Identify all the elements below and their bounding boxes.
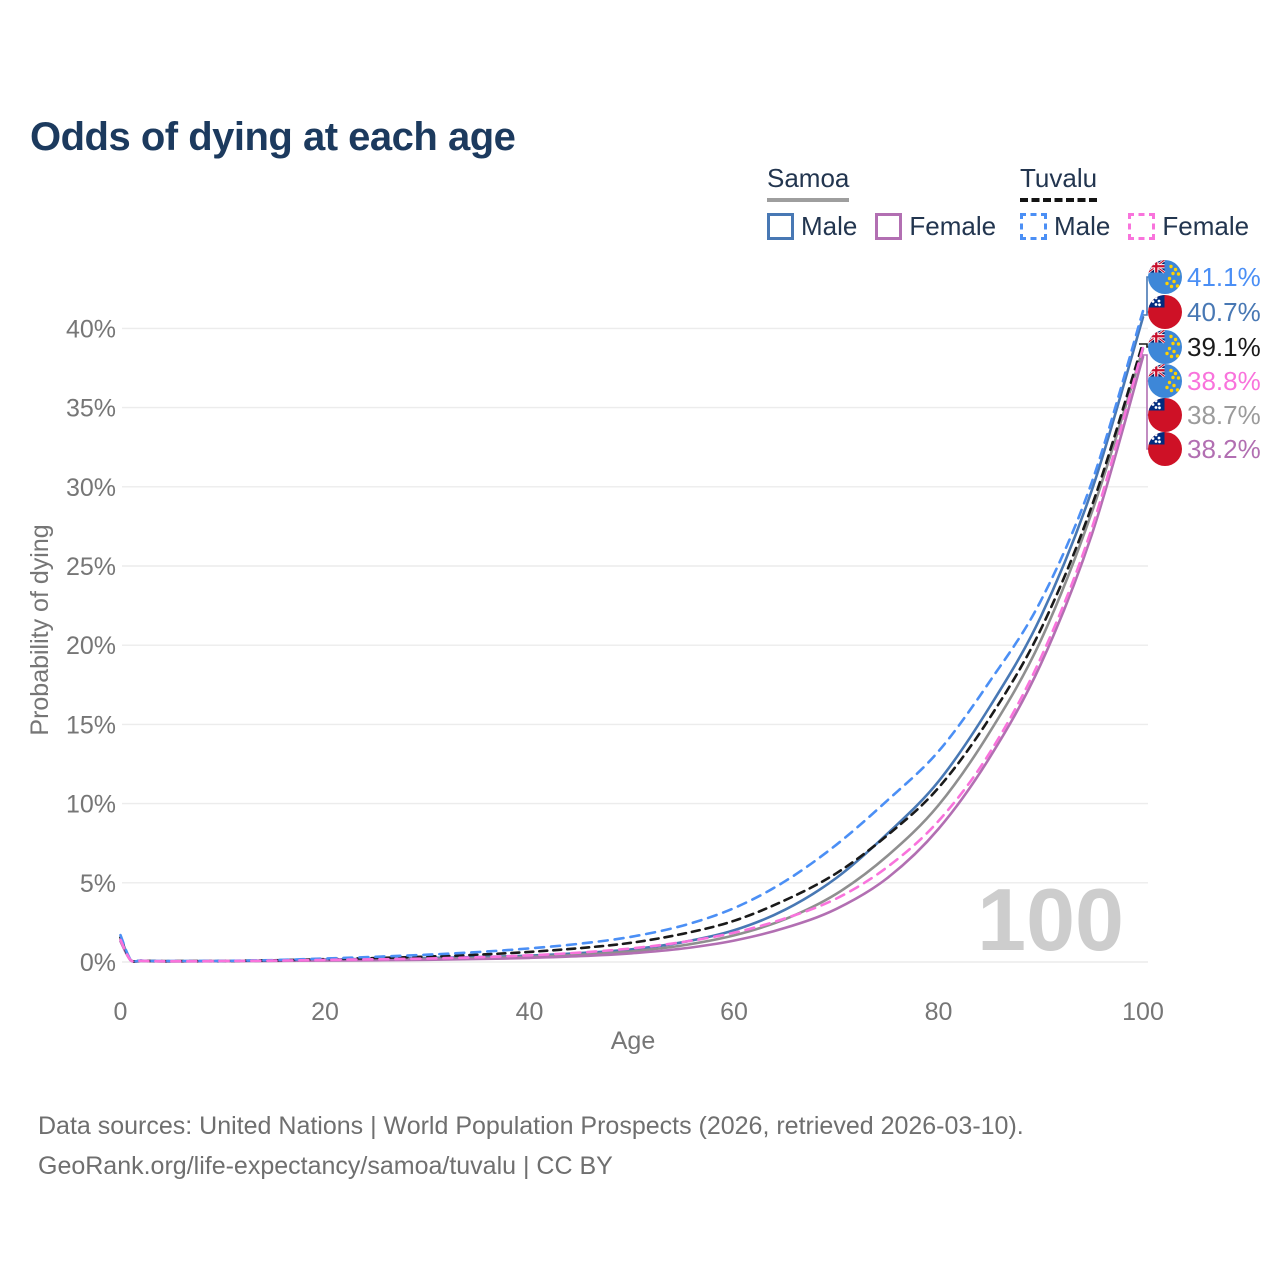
- chart-title: Odds of dying at each age: [30, 114, 516, 159]
- x-tick-label: 40: [516, 998, 544, 1026]
- end-label-samoa-male: 40.7%: [1148, 295, 1261, 329]
- end-label-value: 38.8%: [1187, 365, 1261, 396]
- y-tick-label: 25%: [66, 553, 116, 581]
- x-axis-title: Age: [611, 1027, 655, 1055]
- end-label-tuvalu-male: 41.1%: [1148, 260, 1261, 294]
- end-label-value: 39.1%: [1187, 331, 1261, 362]
- end-label-tuvalu-both-sexes: 39.1%: [1148, 330, 1261, 364]
- end-label-samoa-female: 38.2%: [1148, 432, 1261, 466]
- y-tick-label: 30%: [66, 474, 116, 502]
- tuvalu-flag-icon: [1148, 260, 1182, 294]
- legend-swatch-samoa-male[interactable]: [767, 213, 794, 240]
- x-tick-label: 80: [925, 998, 953, 1026]
- legend-header-samoa[interactable]: Samoa: [767, 163, 850, 202]
- legend-label-samoa-male[interactable]: Male: [801, 211, 858, 241]
- samoa-flag-icon: [1148, 398, 1182, 432]
- legend-group-samoa: Samoa Male Female: [767, 163, 1014, 242]
- x-tick-label: 0: [114, 998, 128, 1026]
- legend-swatch-samoa-female[interactable]: [875, 213, 903, 240]
- end-label-value: 38.7%: [1187, 399, 1261, 430]
- legend-label-samoa-female[interactable]: Female: [909, 211, 997, 241]
- y-tick-label: 40%: [66, 315, 116, 343]
- y-tick-label: 10%: [66, 791, 116, 819]
- x-tick-label: 20: [311, 998, 339, 1026]
- y-axis-title: Probability of dying: [26, 524, 54, 735]
- x-tick-label: 60: [720, 998, 748, 1026]
- tuvalu-flag-icon: [1148, 364, 1182, 398]
- legend-header-tuvalu[interactable]: Tuvalu: [1020, 163, 1098, 202]
- samoa-flag-icon: [1148, 295, 1182, 329]
- end-label-samoa-both-sexes: 38.7%: [1148, 398, 1261, 432]
- legend-group-tuvalu: Tuvalu Male Female: [1020, 163, 1267, 242]
- y-tick-label: 35%: [66, 395, 116, 423]
- end-label-value: 41.1%: [1187, 261, 1261, 292]
- samoa-flag-icon: [1148, 432, 1182, 466]
- legend-label-tuvalu-male[interactable]: Male: [1054, 211, 1111, 241]
- legend-swatch-tuvalu-male[interactable]: [1020, 213, 1047, 240]
- y-tick-label: 20%: [66, 632, 116, 660]
- x-tick-label: 100: [1122, 998, 1164, 1026]
- footer-sources: Data sources: United Nations | World Pop…: [38, 1112, 1024, 1140]
- watermark-age: 100: [977, 870, 1124, 969]
- tuvalu-flag-icon: [1148, 330, 1182, 364]
- y-tick-label: 0%: [80, 949, 116, 977]
- series-line-tuvalu-both-sexes: [119, 341, 1145, 963]
- end-label-value: 38.2%: [1187, 433, 1261, 464]
- footer: Data sources: United Nations | World Pop…: [38, 1106, 1024, 1186]
- series-line-tuvalu-male: [119, 309, 1145, 963]
- y-tick-label: 5%: [80, 870, 116, 898]
- legend-swatch-tuvalu-female[interactable]: [1128, 213, 1156, 240]
- footer-attribution: GeoRank.org/life-expectancy/samoa/tuvalu…: [38, 1152, 613, 1180]
- series-line-samoa-male: [119, 316, 1145, 963]
- legend-label-tuvalu-female[interactable]: Female: [1162, 211, 1250, 241]
- series-line-tuvalu-female: [119, 346, 1145, 963]
- end-label-tuvalu-female: 38.8%: [1148, 364, 1261, 398]
- y-tick-label: 15%: [66, 711, 116, 739]
- end-label-value: 40.7%: [1187, 296, 1261, 327]
